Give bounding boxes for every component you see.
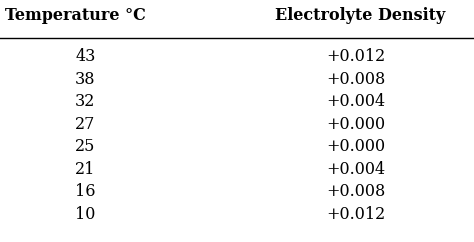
- Text: 27: 27: [75, 116, 95, 133]
- Text: 21: 21: [75, 161, 95, 178]
- Text: +0.008: +0.008: [326, 183, 385, 200]
- Text: 16: 16: [75, 183, 96, 200]
- Text: Electrolyte Density: Electrolyte Density: [275, 7, 445, 24]
- Text: Temperature °C: Temperature °C: [5, 7, 146, 24]
- Text: 32: 32: [75, 93, 95, 110]
- Text: 25: 25: [75, 138, 95, 155]
- Text: +0.012: +0.012: [326, 206, 385, 223]
- Text: +0.008: +0.008: [326, 71, 385, 88]
- Text: 38: 38: [75, 71, 96, 88]
- Text: 43: 43: [75, 48, 95, 65]
- Text: 10: 10: [75, 206, 95, 223]
- Text: +0.012: +0.012: [326, 48, 385, 65]
- Text: +0.004: +0.004: [326, 93, 385, 110]
- Text: +0.004: +0.004: [326, 161, 385, 178]
- Text: +0.000: +0.000: [326, 138, 385, 155]
- Text: +0.000: +0.000: [326, 116, 385, 133]
